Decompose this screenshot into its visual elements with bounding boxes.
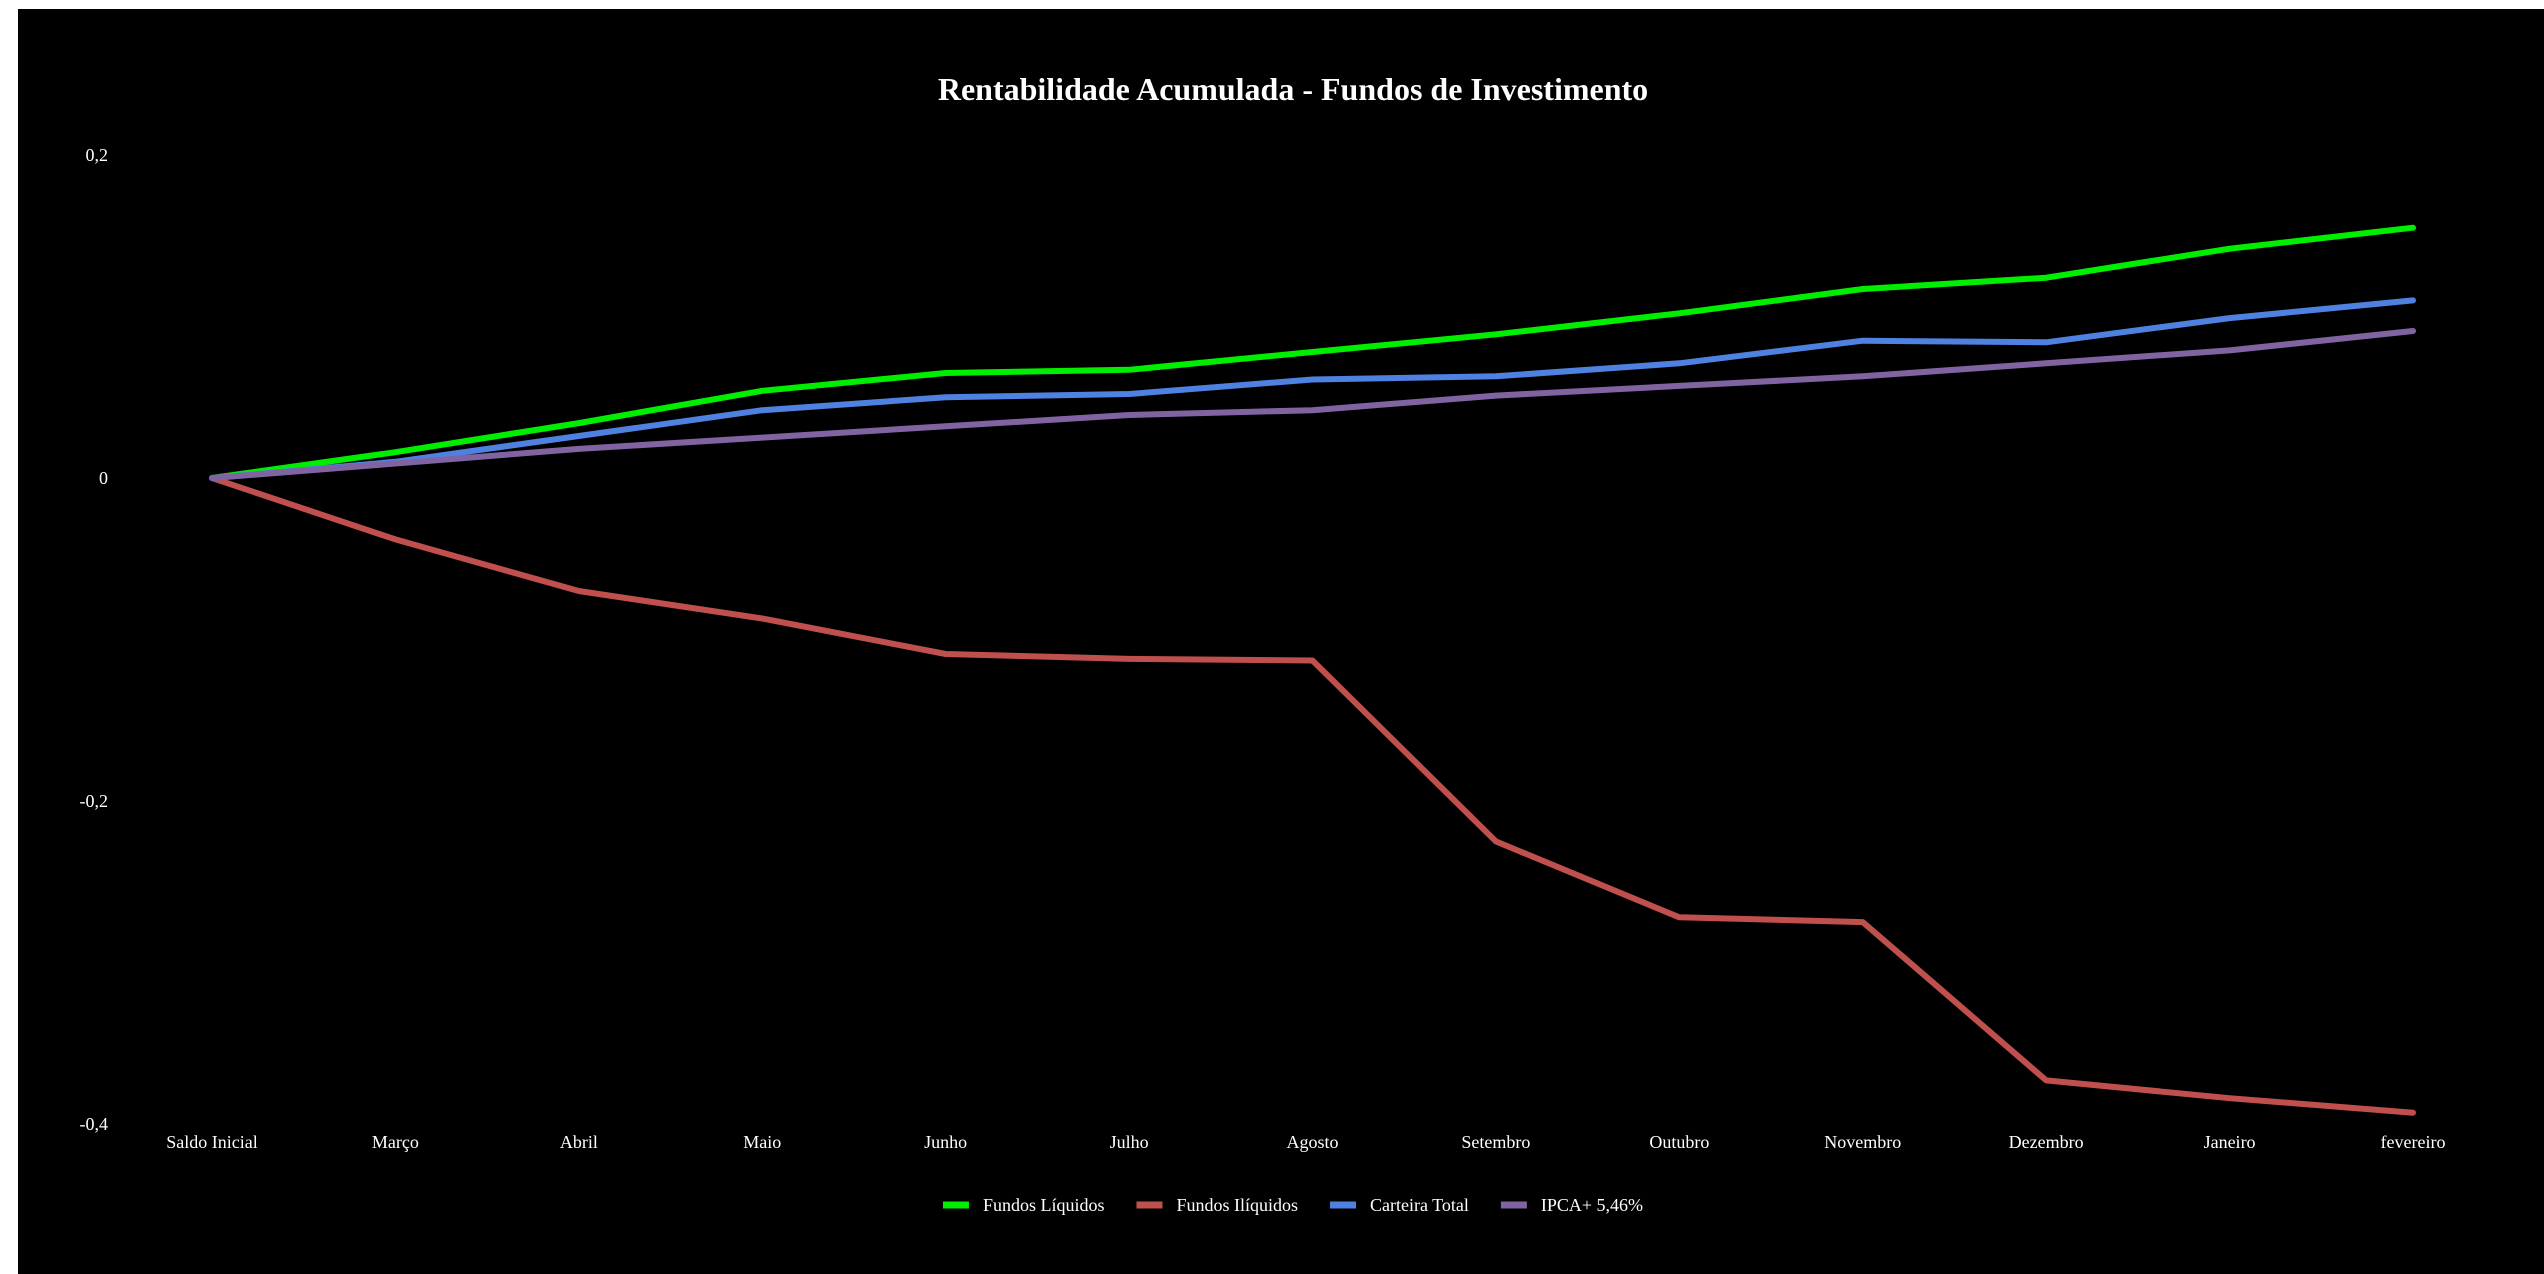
chart-title: Rentabilidade Acumulada - Fundos de Inve… (938, 71, 1648, 107)
x-tick-label: Maio (743, 1132, 781, 1152)
series-line-2 (209, 297, 2416, 481)
series-line-0 (209, 224, 2416, 481)
y-tick-label: 0,2 (86, 145, 109, 165)
x-tick-label: Julho (1110, 1132, 1149, 1152)
legend-label: IPCA+ 5,46% (1541, 1195, 1643, 1215)
legend-label: Fundos Líquidos (983, 1195, 1105, 1215)
x-tick-label: Agosto (1286, 1132, 1338, 1152)
x-tick-label: Junho (924, 1132, 967, 1152)
y-tick-label: -0,4 (80, 1114, 109, 1134)
x-tick-label: Janeiro (2204, 1132, 2256, 1152)
series-lines (209, 224, 2416, 1116)
x-tick-label: Março (372, 1132, 419, 1152)
y-tick-label: 0 (99, 468, 108, 488)
y-axis-ticks: 0,2 0 -0,2 -0,4 (80, 145, 109, 1134)
x-tick-label: Abril (560, 1132, 598, 1152)
x-tick-label: Saldo Inicial (166, 1132, 257, 1152)
x-tick-label: fevereiro (2381, 1132, 2446, 1152)
x-axis-ticks: Saldo Inicial Março Abril Maio Junho Julho Ago… (166, 1132, 2445, 1152)
series-line-3 (209, 328, 2416, 481)
x-tick-label: Novembro (1824, 1132, 1901, 1152)
legend: Fundos Líquidos Fundos Ilíquidos Carteira … (942, 1195, 1643, 1215)
x-tick-label: Setembro (1461, 1132, 1530, 1152)
chart-area (18, 9, 2544, 1274)
legend-label: Carteira Total (1370, 1195, 1469, 1215)
x-tick-label: Outubro (1649, 1132, 1709, 1152)
series-line-1 (209, 475, 2416, 1116)
legend-label: Fundos Ilíquidos (1176, 1195, 1298, 1215)
x-tick-label: Dezembro (2009, 1132, 2084, 1152)
y-tick-label: -0,2 (80, 791, 109, 811)
